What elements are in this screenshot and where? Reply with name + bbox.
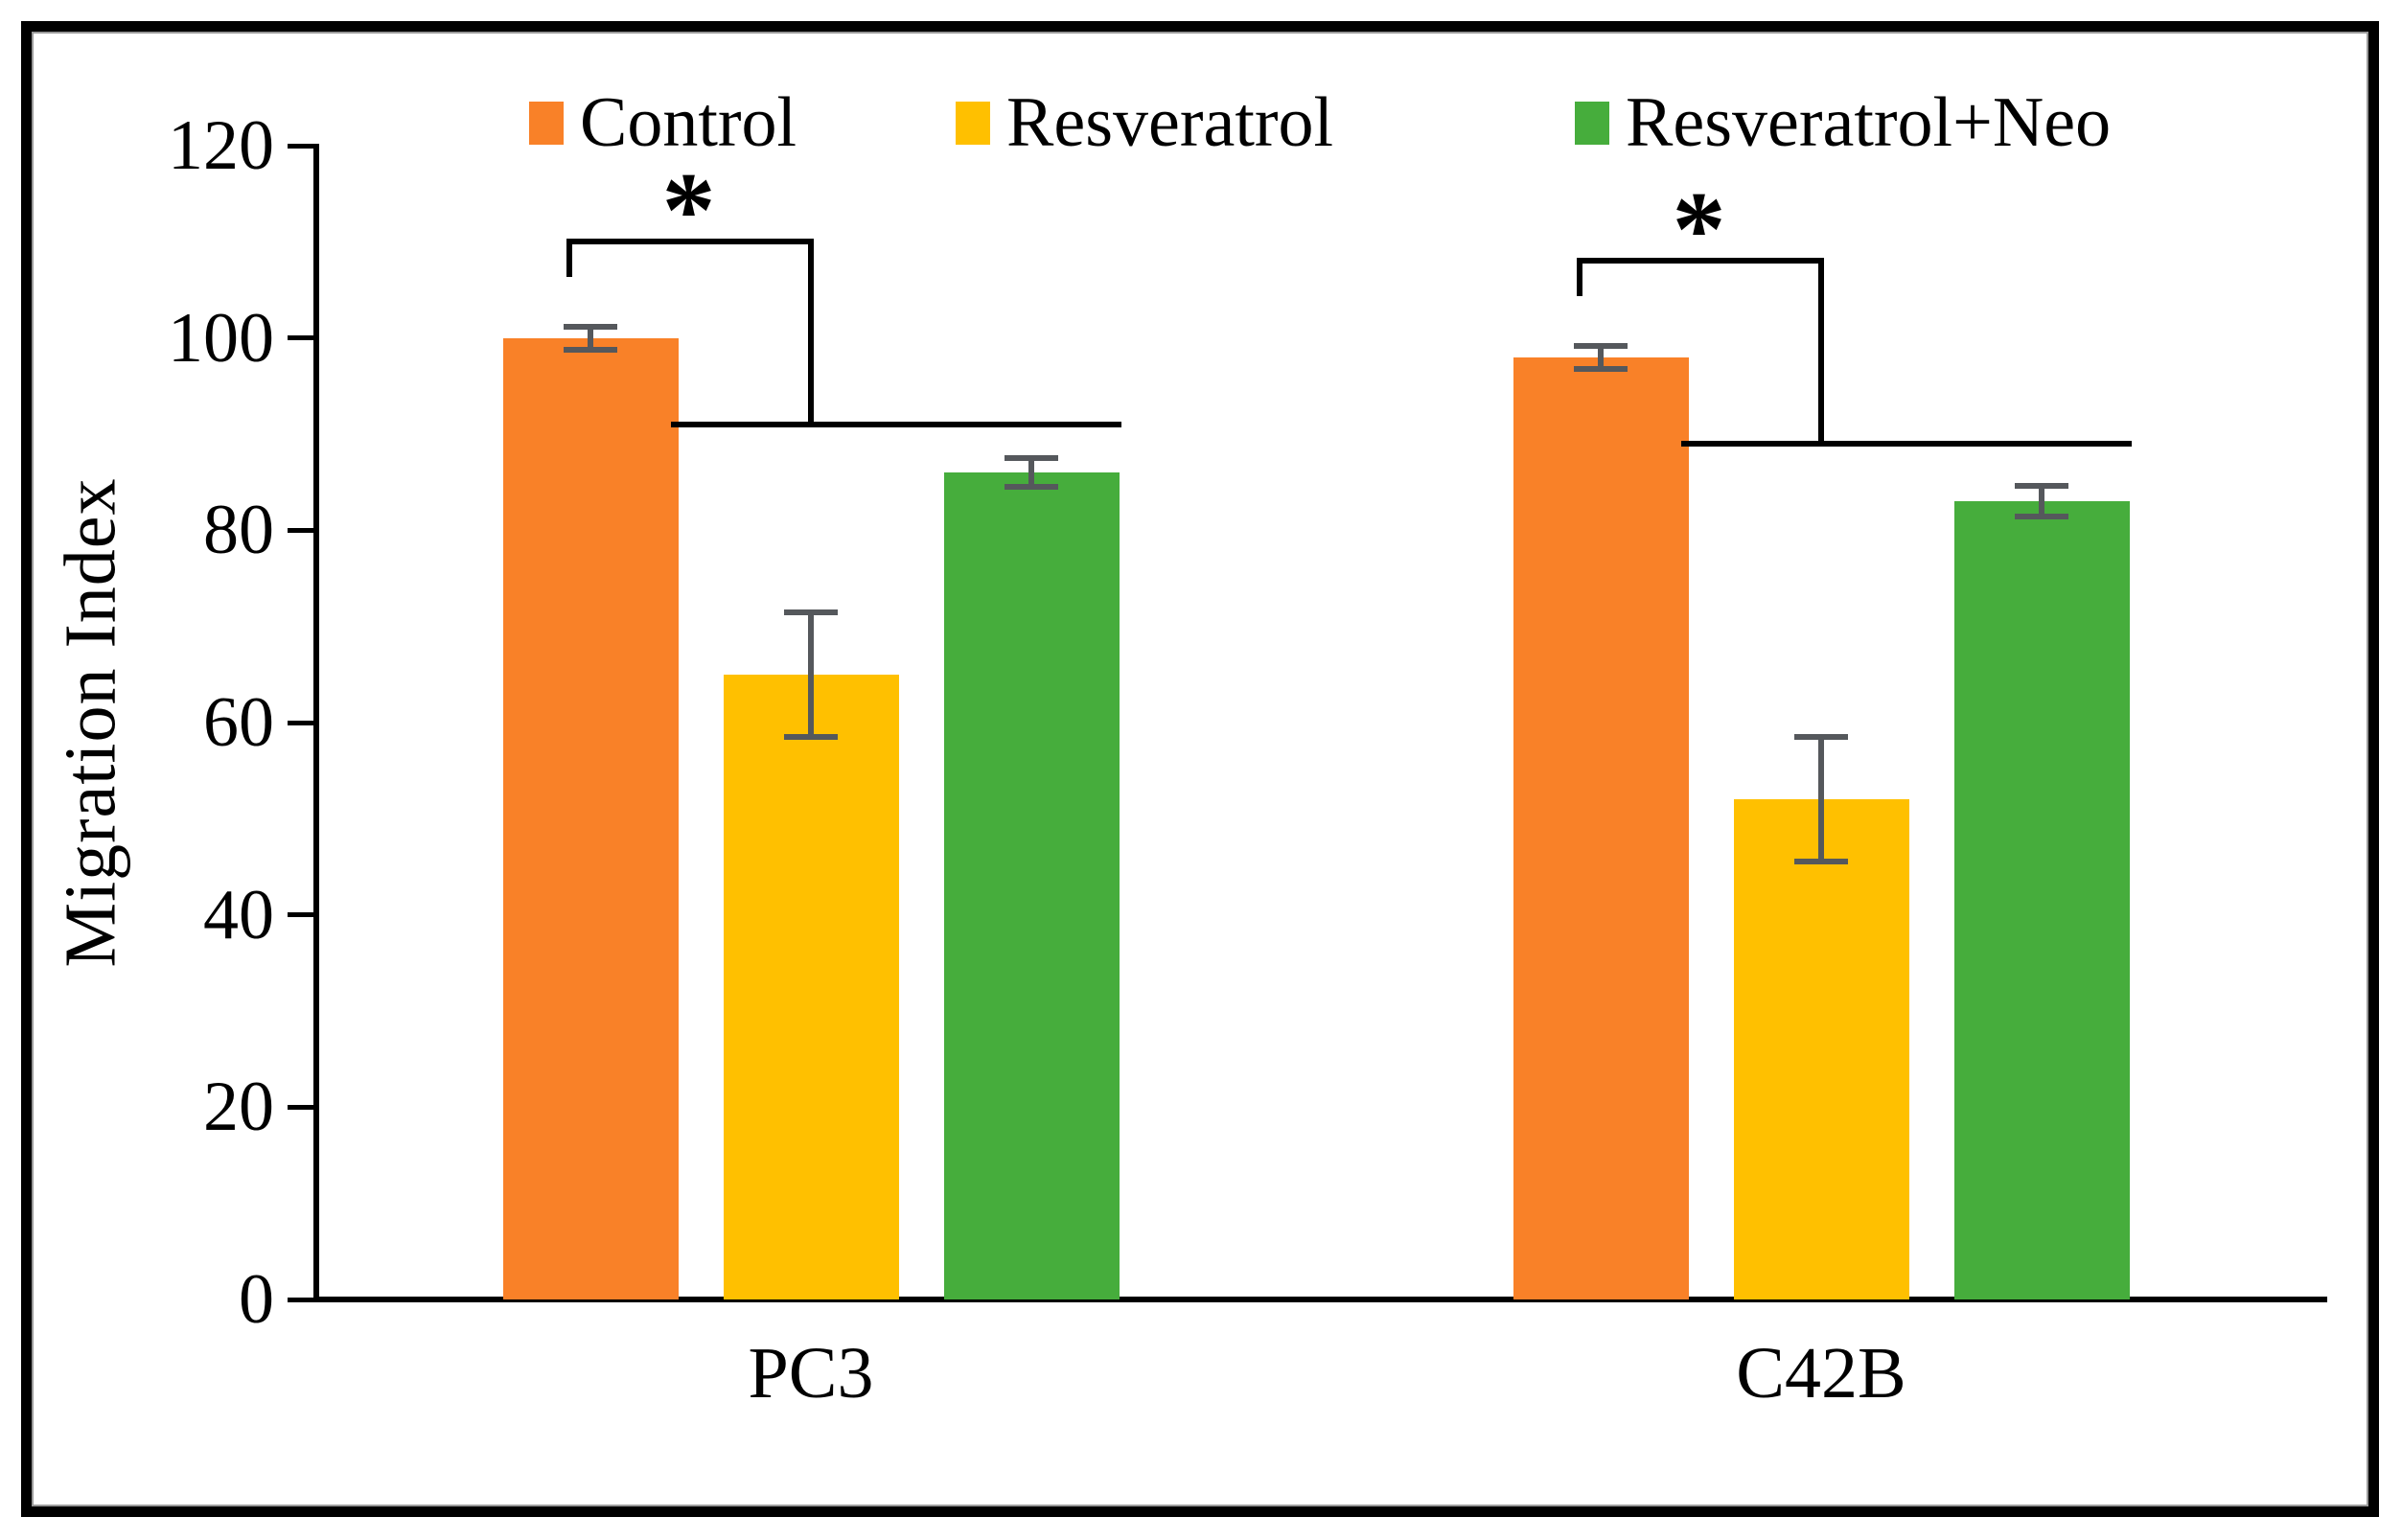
- y-tick: [288, 527, 314, 533]
- bar-control-pc3: [502, 337, 679, 1299]
- figure-border: [21, 21, 2379, 1517]
- error-bar-cap-bottom: [784, 734, 838, 741]
- legend-item-control: Control: [529, 83, 797, 162]
- bar-control-c42b: [1513, 356, 1689, 1299]
- y-tick: [288, 720, 314, 725]
- error-bar-line: [1028, 458, 1034, 488]
- y-tick-label: 0: [239, 1260, 274, 1339]
- error-bar-cap-bottom: [2015, 514, 2068, 520]
- significance-star-c42b: *: [1672, 171, 1726, 290]
- x-axis-line: [313, 1297, 2327, 1302]
- y-tick: [288, 1297, 314, 1302]
- error-bar-cap-bottom: [564, 346, 617, 353]
- error-bar-cap-top: [1574, 342, 1628, 349]
- bar-resveratrol-neo-c42b: [1953, 501, 2130, 1299]
- error-bar-cap-top: [784, 609, 838, 615]
- y-tick-label: 100: [168, 298, 274, 378]
- y-tick-label: 40: [203, 875, 274, 954]
- y-tick: [288, 1104, 314, 1110]
- sig-bracket-left-tick: [566, 239, 572, 278]
- legend-swatch-resveratrol-neo: [1575, 101, 1609, 145]
- legend-label-resveratrol: Resveratrol: [1006, 83, 1334, 162]
- error-bar-cap-top: [564, 323, 617, 330]
- legend-label-resveratrol-neo: Resveratrol+Neo: [1626, 83, 2112, 162]
- legend-item-resveratrol: Resveratrol: [956, 83, 1334, 162]
- error-bar-cap-bottom: [1005, 484, 1058, 491]
- x-category-c42b: C42B: [1736, 1333, 1906, 1414]
- y-tick: [288, 143, 314, 149]
- y-tick-label: 80: [203, 491, 274, 570]
- sig-bracket-top-line: [566, 239, 814, 245]
- error-bar-cap-top: [1794, 734, 1848, 741]
- error-bar-cap-bottom: [1574, 365, 1628, 372]
- bar-resveratrol-neo-pc3: [943, 472, 1120, 1299]
- sig-bracket-left-tick: [1577, 258, 1582, 297]
- error-bar-line: [808, 611, 814, 738]
- bar-resveratrol-pc3: [723, 674, 899, 1299]
- error-bar-line: [2039, 486, 2044, 517]
- y-tick-label: 120: [168, 106, 274, 185]
- legend-item-resveratrol-neo: Resveratrol+Neo: [1575, 83, 2112, 162]
- error-bar-cap-top: [1005, 455, 1058, 462]
- sig-bracket-top-line: [1577, 258, 1824, 264]
- sig-bracket-drop-line: [1818, 258, 1824, 448]
- y-tick-label: 20: [203, 1068, 274, 1147]
- significance-star-pc3: *: [661, 151, 716, 271]
- sig-bracket-span-line: [1680, 441, 2132, 448]
- error-bar-line: [588, 326, 593, 350]
- y-axis-line: [313, 144, 319, 1302]
- error-bar-cap-top: [2015, 483, 2068, 490]
- y-tick: [288, 335, 314, 341]
- y-tick: [288, 912, 314, 918]
- legend-swatch-control: [529, 101, 564, 145]
- error-bar-line: [1818, 737, 1824, 862]
- error-bar-line: [1598, 345, 1604, 369]
- error-bar-cap-bottom: [1794, 859, 1848, 865]
- bar-resveratrol-c42b: [1733, 799, 1909, 1299]
- sig-bracket-span-line: [670, 421, 1121, 427]
- y-tick-label: 60: [203, 683, 274, 762]
- x-category-pc3: PC3: [748, 1333, 874, 1414]
- sig-bracket-drop-line: [808, 239, 814, 427]
- legend-swatch-resveratrol: [956, 101, 990, 145]
- legend-label-control: Control: [580, 83, 797, 162]
